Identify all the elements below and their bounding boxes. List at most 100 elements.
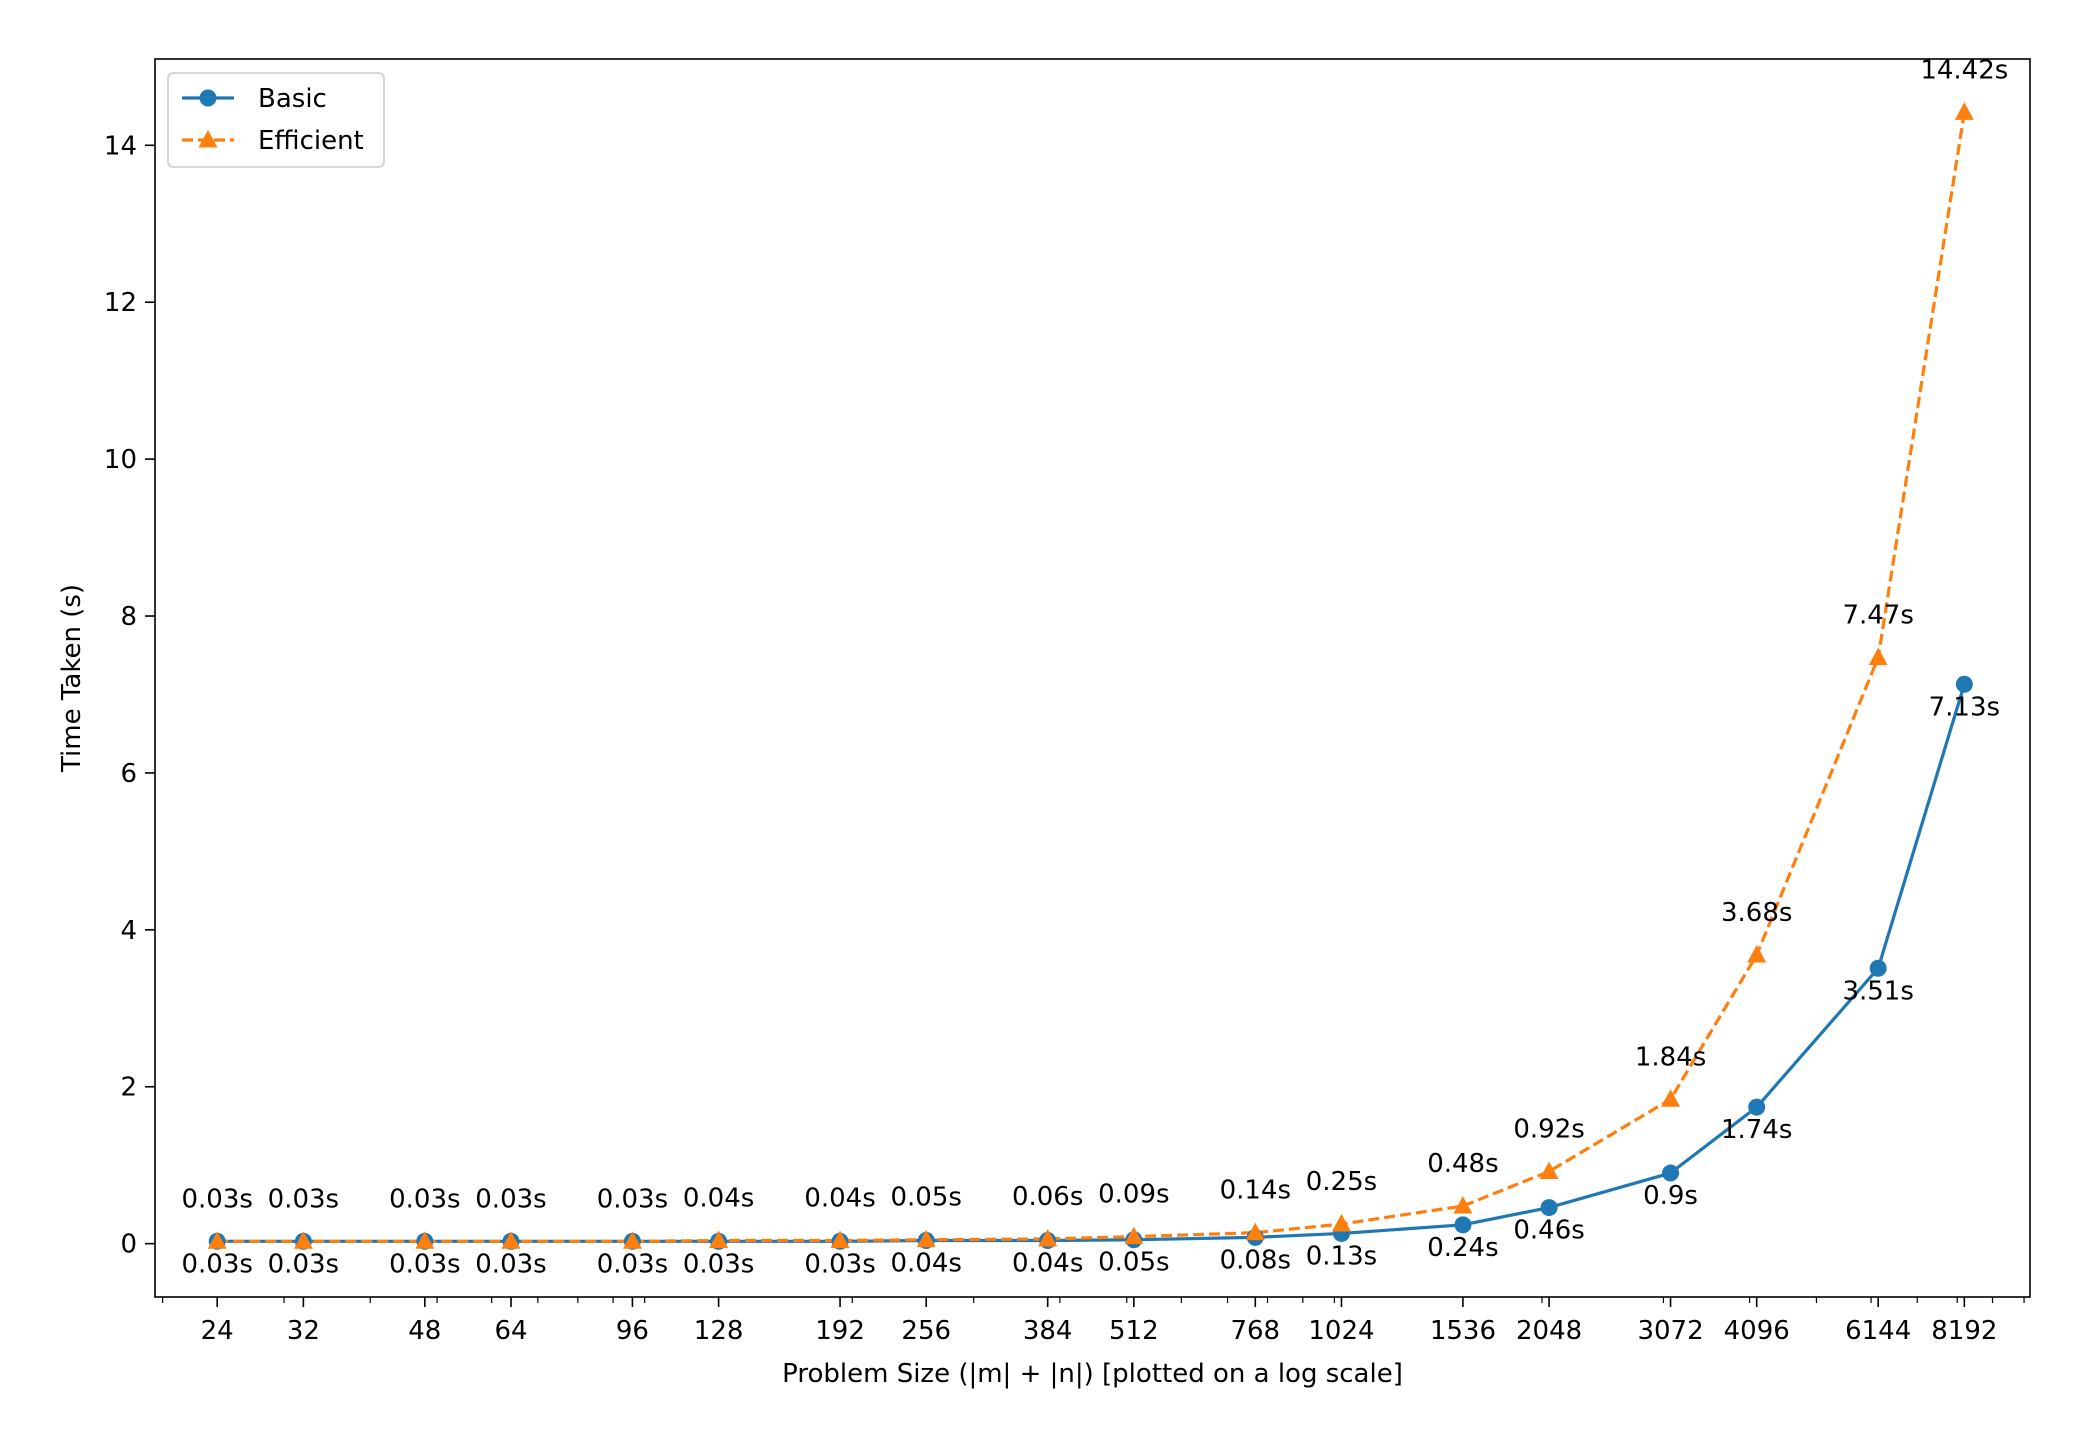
x-tick-label: 96: [616, 1316, 649, 1346]
x-tick-label: 3072: [1637, 1316, 1703, 1346]
efficient-point: [830, 1230, 850, 1249]
efficient-point: [1868, 647, 1888, 666]
efficient-data-label: 14.42s: [1920, 55, 2008, 85]
efficient-point: [1245, 1222, 1265, 1241]
x-tick-label: 768: [1230, 1316, 1280, 1346]
efficient-point: [1539, 1161, 1559, 1179]
efficient-data-label: 0.04s: [683, 1184, 754, 1214]
basic-data-label: 0.9s: [1643, 1181, 1698, 1211]
efficient-data-label: 0.14s: [1220, 1176, 1291, 1206]
basic-data-label: 0.03s: [389, 1249, 460, 1279]
basic-data-label: 0.13s: [1306, 1241, 1377, 1271]
x-axis-title: Problem Size (|m| + |n|) [plotted on a l…: [782, 1359, 1403, 1389]
efficient-point: [1954, 102, 1974, 120]
efficient-point: [709, 1230, 729, 1249]
basic-data-label: 0.03s: [683, 1249, 754, 1279]
y-tick-label: 12: [104, 288, 137, 318]
efficient-point: [1661, 1089, 1681, 1107]
x-minor-ticks: [161, 1297, 2025, 1303]
x-tick-label: 32: [287, 1316, 320, 1346]
basic-data-label: 3.51s: [1842, 976, 1913, 1006]
series-layer: [207, 102, 1974, 1250]
series-line-efficient: [217, 112, 1966, 1243]
basic-data-label: 7.13s: [1929, 692, 2000, 722]
legend-label-basic: Basic: [258, 84, 327, 114]
x-tick-label: 512: [1109, 1316, 1159, 1346]
efficient-point: [1747, 944, 1767, 963]
basic-data-label: 1.74s: [1721, 1115, 1792, 1145]
basic-data-label: 0.46s: [1513, 1216, 1584, 1246]
basic-data-label: 0.08s: [1220, 1245, 1291, 1275]
efficient-point: [1124, 1226, 1144, 1245]
basic-point: [1748, 1098, 1766, 1116]
x-tick-label: 24: [201, 1316, 234, 1346]
efficient-data-label: 0.03s: [597, 1184, 668, 1214]
basic-data-label: 0.03s: [597, 1249, 668, 1279]
x-tick-label: 1536: [1430, 1316, 1496, 1346]
basic-data-label: 0.03s: [475, 1249, 546, 1279]
legend-label-efficient: Efficient: [258, 126, 364, 156]
series-line-basic: [217, 683, 1966, 1243]
y-tick-label: 0: [120, 1230, 137, 1260]
efficient-data-label: 0.09s: [1098, 1180, 1169, 1210]
plot-frame: [154, 58, 2031, 1298]
basic-data-label: 0.04s: [891, 1249, 962, 1279]
basic-point: [1454, 1216, 1472, 1234]
efficient-data-label: 0.05s: [891, 1183, 962, 1213]
data-labels: 0.03s 0.03s 0.03s 0.03s 0.03s 0.03s 0.03s 0.04s…: [181, 55, 2008, 1279]
efficient-data-label: 0.48s: [1427, 1149, 1498, 1179]
basic-data-label: 0.03s: [804, 1249, 875, 1279]
y-axis-ticks: 0 2 4 6 8 10 12 14: [104, 131, 155, 1260]
x-tick-label: 6144: [1845, 1316, 1911, 1346]
efficient-point: [501, 1231, 521, 1249]
x-tick-label: 1024: [1308, 1316, 1374, 1346]
legend: Basic Efficient: [167, 72, 385, 168]
x-tick-label: 128: [694, 1316, 744, 1346]
legend-marker-basic: [199, 89, 217, 107]
efficient-point: [622, 1231, 642, 1249]
efficient-data-label: 0.03s: [268, 1184, 339, 1214]
x-tick-label: 8192: [1931, 1316, 1997, 1346]
y-tick-label: 2: [120, 1073, 137, 1103]
x-axis-ticks: 24 32 48 64 96 128 192 256 384 512 768 1024 1536 2048…: [201, 1297, 1997, 1346]
x-tick-label: 384: [1023, 1316, 1073, 1346]
efficient-data-label: 0.25s: [1306, 1167, 1377, 1197]
basic-point: [1540, 1199, 1558, 1217]
x-tick-label: 192: [815, 1316, 865, 1346]
y-tick-label: 6: [120, 759, 137, 789]
efficient-data-label: 0.03s: [389, 1184, 460, 1214]
efficient-point: [293, 1231, 313, 1249]
basic-data-label: 0.03s: [181, 1249, 252, 1279]
efficient-point: [207, 1231, 227, 1249]
x-tick-label: 2048: [1516, 1316, 1582, 1346]
y-tick-label: 10: [104, 445, 137, 475]
efficient-data-label: 7.47s: [1842, 601, 1913, 631]
efficient-data-label: 3.68s: [1721, 898, 1792, 928]
efficient-data-label: 0.04s: [804, 1184, 875, 1214]
y-tick-label: 14: [104, 131, 137, 161]
efficient-data-label: 0.03s: [181, 1184, 252, 1214]
x-tick-label: 48: [408, 1316, 441, 1346]
basic-data-label: 0.05s: [1098, 1248, 1169, 1278]
x-tick-label: 256: [901, 1316, 951, 1346]
y-axis-title: Time Taken (s): [57, 584, 87, 773]
efficient-data-label: 1.84s: [1635, 1042, 1706, 1072]
efficient-data-label: 0.03s: [475, 1184, 546, 1214]
legend-marker-efficient: [198, 130, 218, 148]
efficient-data-label: 0.92s: [1513, 1114, 1584, 1144]
basic-data-label: 0.24s: [1427, 1233, 1498, 1263]
efficient-point: [916, 1229, 936, 1248]
basic-point: [1955, 675, 1973, 693]
y-tick-label: 4: [120, 916, 137, 946]
basic-data-label: 0.03s: [268, 1249, 339, 1279]
basic-point: [1869, 959, 1887, 977]
efficient-point: [1331, 1214, 1351, 1232]
efficient-point: [1038, 1228, 1058, 1247]
efficient-point: [1453, 1195, 1473, 1214]
x-tick-label: 64: [494, 1316, 527, 1346]
efficient-data-label: 0.06s: [1012, 1182, 1083, 1212]
y-tick-label: 8: [120, 602, 137, 632]
basic-data-label: 0.04s: [1012, 1249, 1083, 1279]
basic-point: [1662, 1164, 1680, 1182]
